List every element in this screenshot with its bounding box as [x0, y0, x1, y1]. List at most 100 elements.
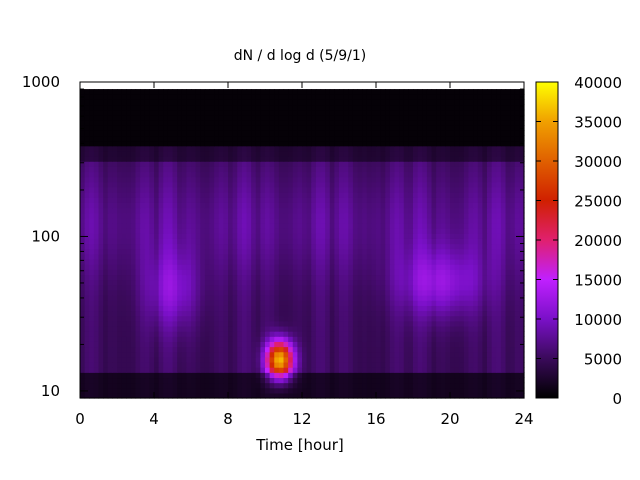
- heatmap-cell: [514, 320, 520, 327]
- heatmap-cell: [278, 274, 285, 281]
- heatmap-cell: [80, 351, 86, 358]
- heatmap-cell: [214, 207, 220, 214]
- heatmap-cell: [473, 325, 479, 332]
- heatmap-cell: [255, 197, 261, 203]
- heatmap-cell: [440, 351, 446, 358]
- heatmap-cell: [325, 300, 331, 306]
- heatmap-cell: [496, 166, 502, 173]
- heatmap-cell: [477, 253, 483, 260]
- heatmap-cell: [204, 392, 211, 399]
- heatmap-cell: [389, 325, 396, 332]
- heatmap-cell: [371, 279, 377, 286]
- heatmap-cell: [228, 310, 234, 317]
- heatmap-cell: [487, 392, 493, 399]
- heatmap-cell: [135, 140, 141, 147]
- heatmap-cell: [172, 238, 178, 245]
- heatmap-cell: [246, 356, 252, 363]
- heatmap-cell: [186, 233, 192, 239]
- heatmap-cell: [232, 325, 238, 332]
- heatmap-cell: [496, 310, 502, 317]
- heatmap-cell: [209, 289, 215, 296]
- heatmap-cell: [487, 166, 493, 173]
- heatmap-cell: [195, 320, 201, 327]
- heatmap-cell: [362, 135, 368, 142]
- heatmap-cell: [107, 377, 113, 384]
- heatmap-cell: [376, 192, 382, 198]
- heatmap-cell: [403, 243, 409, 250]
- heatmap-cell: [334, 197, 340, 203]
- heatmap-cell: [422, 305, 428, 312]
- heatmap-cell: [117, 238, 123, 245]
- heatmap-cell: [371, 202, 377, 209]
- heatmap-cell: [163, 351, 169, 358]
- heatmap-cell: [496, 243, 502, 250]
- heatmap-cell: [154, 228, 160, 234]
- heatmap-cell: [380, 197, 386, 203]
- heatmap-cell: [519, 176, 525, 183]
- heatmap-cell: [251, 320, 257, 327]
- heatmap-cell: [329, 269, 335, 276]
- heatmap-cell: [431, 320, 437, 327]
- heatmap-cell: [149, 176, 155, 183]
- heatmap-cell: [302, 392, 308, 399]
- heatmap-cell: [223, 289, 229, 296]
- heatmap-cell: [269, 356, 275, 363]
- heatmap-cell: [311, 315, 317, 322]
- heatmap-cell: [371, 171, 377, 178]
- heatmap-cell: [496, 361, 502, 368]
- heatmap-cell: [251, 192, 257, 198]
- heatmap-cell: [121, 331, 127, 337]
- heatmap-cell: [417, 161, 423, 167]
- heatmap-cell: [482, 356, 488, 363]
- heatmap-cell: [325, 186, 331, 193]
- heatmap-cell: [454, 161, 460, 167]
- heatmap-cell: [297, 361, 303, 368]
- heatmap-cell: [228, 341, 234, 348]
- heatmap-cell: [380, 387, 386, 394]
- heatmap-cell: [149, 279, 155, 286]
- heatmap-cell: [510, 238, 516, 245]
- heatmap-cell: [334, 341, 340, 348]
- heatmap-cell: [339, 161, 345, 167]
- heatmap-cell: [450, 140, 456, 147]
- heatmap-cell: [107, 192, 113, 198]
- heatmap-cell: [371, 197, 377, 203]
- heatmap-cell: [491, 186, 497, 193]
- heatmap-cell: [422, 238, 428, 245]
- heatmap-cell: [329, 325, 335, 332]
- heatmap-cell: [426, 176, 433, 183]
- heatmap-cell: [422, 161, 428, 167]
- heatmap-cell: [130, 258, 137, 265]
- heatmap-cell: [362, 320, 368, 327]
- heatmap-cell: [228, 197, 234, 203]
- heatmap-cell: [89, 156, 95, 162]
- heatmap-cell: [496, 135, 502, 142]
- heatmap-cell: [144, 222, 150, 229]
- heatmap-cell: [376, 233, 382, 239]
- heatmap-cell: [505, 135, 511, 142]
- heatmap-cell: [251, 336, 257, 342]
- heatmap-cell: [431, 356, 437, 363]
- heatmap-cell: [394, 310, 400, 317]
- heatmap-cell: [463, 181, 470, 188]
- heatmap-cell: [214, 274, 220, 281]
- heatmap-cell: [357, 392, 363, 399]
- heatmap-cell: [195, 264, 201, 270]
- heatmap-cell: [445, 197, 451, 203]
- heatmap-cell: [477, 325, 483, 332]
- heatmap-cell: [103, 253, 109, 260]
- heatmap-cell: [376, 356, 382, 363]
- heatmap-cell: [274, 150, 280, 157]
- heatmap-cell: [357, 186, 363, 193]
- heatmap-cell: [98, 320, 104, 327]
- heatmap-cell: [121, 382, 127, 389]
- heatmap-cell: [241, 274, 248, 281]
- heatmap-cell: [468, 356, 474, 363]
- heatmap-cell: [473, 150, 479, 157]
- heatmap-cell: [265, 305, 271, 312]
- heatmap-cell: [514, 315, 520, 322]
- heatmap-cell: [357, 284, 363, 291]
- heatmap-cell: [468, 351, 474, 358]
- heatmap-cell: [260, 264, 266, 270]
- heatmap-cell: [422, 367, 428, 373]
